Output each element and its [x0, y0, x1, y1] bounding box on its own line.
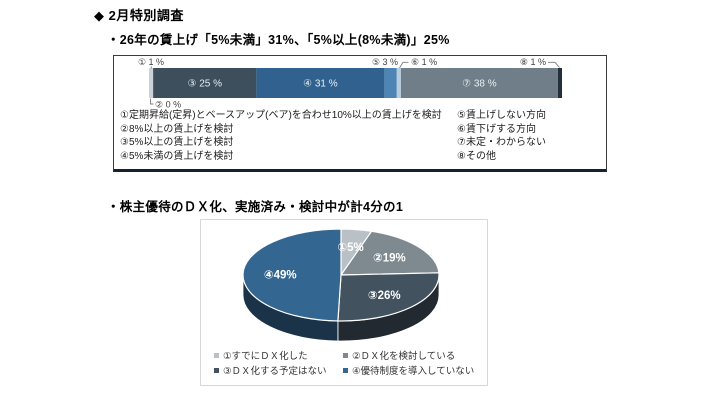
svg-text:② 0 %: ② 0 %: [155, 100, 181, 110]
svg-text:④ 31 %: ④ 31 %: [303, 79, 338, 90]
pie-legend-label: ②ＤＸ化を検討している: [352, 351, 456, 362]
bar-legend-item: ⑧その他: [457, 150, 496, 162]
svg-text:⑦ 38 %: ⑦ 38 %: [462, 79, 497, 90]
svg-text:① 1 %: ① 1 %: [138, 57, 164, 67]
svg-text:②19%: ②19%: [373, 253, 406, 265]
legend-color-swatch: [343, 367, 348, 373]
bar-legend-item: ⑦未定・わからない: [457, 137, 546, 148]
dx-pie-legend: ①すでにＤＸ化した ②ＤＸ化を検討している ③ＤＸ化する予定はない ④優待制度を…: [214, 351, 474, 378]
pie-legend-label: ③ＤＸ化する予定はない: [223, 366, 327, 377]
bar-legend-column-2: ⑤賃上げしない方向 ⑥賃下げする方向 ⑦未定・わからない ⑧その他: [457, 109, 603, 163]
wage-subtitle: ・26年の賃上げ「5%未満」31%、「5%以上(8%未満)」25%: [107, 33, 450, 47]
bar-legend-item: ④5%未満の賃上げを検討: [120, 150, 234, 162]
dx-pie-chart-panel: ①5% ②19% ③26% ④49% ①すでにＤＸ化した ②ＤＸ化を検討している ③Ｄ…: [200, 219, 488, 386]
bar-legend-item: ⑥賃下げする方向: [457, 123, 536, 135]
pie-legend-label: ①すでにＤＸ化した: [223, 351, 308, 362]
bar-legend-item: ③5%以上の賃上げを検討: [120, 137, 234, 148]
pie-legend-item: ②ＤＸ化を検討している: [343, 351, 474, 363]
svg-text:③ 25 %: ③ 25 %: [187, 79, 222, 90]
svg-text:①5%: ①5%: [337, 242, 363, 254]
svg-text:⑤ 3 %: ⑤ 3 %: [372, 57, 398, 67]
bar-legend-item: ⑤賃上げしない方向: [457, 110, 546, 121]
pie-legend-item: ④優待制度を導入していない: [343, 366, 474, 378]
wage-bar-legend: ①定期昇給(定昇)とベースアップ(ベア)を合わせ10%以上の賃上げを検討 ②8%…: [120, 109, 603, 163]
svg-text:⑧ 1 %: ⑧ 1 %: [520, 57, 546, 67]
dx-pie-chart: ①5% ②19% ③26% ④49%: [242, 228, 440, 342]
legend-color-swatch: [214, 352, 219, 358]
pie-legend-item: ③ＤＸ化する予定はない: [214, 366, 343, 378]
dx-subtitle: ・株主優待のＤＸ化、実施済み・検討中が計4分の1: [107, 200, 404, 214]
pie-legend-label: ④優待制度を導入していない: [352, 366, 475, 377]
legend-color-swatch: [343, 352, 348, 358]
bar-legend-item: ①定期昇給(定昇)とベースアップ(ベア)を合わせ10%以上の賃上げを検討: [120, 110, 442, 121]
wage-stacked-bar-chart: ① 1 % ② 0 % ③ 25 % ④ 31 % ⑤ 3 % ⑥ 1 % ⑦ 38 % ⑧ …: [138, 57, 562, 110]
svg-text:③26%: ③26%: [368, 290, 401, 302]
page-title: ◆ 2月特別調査: [94, 8, 184, 23]
svg-text:④49%: ④49%: [264, 270, 297, 282]
bar-legend-column-1: ①定期昇給(定昇)とベースアップ(ベア)を合わせ10%以上の賃上げを検討 ②8%…: [120, 109, 457, 163]
svg-text:⑥ 1 %: ⑥ 1 %: [411, 57, 437, 67]
legend-color-swatch: [214, 367, 219, 373]
pie-legend-item: ①すでにＤＸ化した: [214, 351, 343, 363]
bar-legend-item: ②8%以上の賃上げを検討: [120, 123, 234, 135]
wage-bar-chart-panel: ① 1 % ② 0 % ③ 25 % ④ 31 % ⑤ 3 % ⑥ 1 % ⑦ 38 % ⑧ …: [113, 55, 607, 172]
